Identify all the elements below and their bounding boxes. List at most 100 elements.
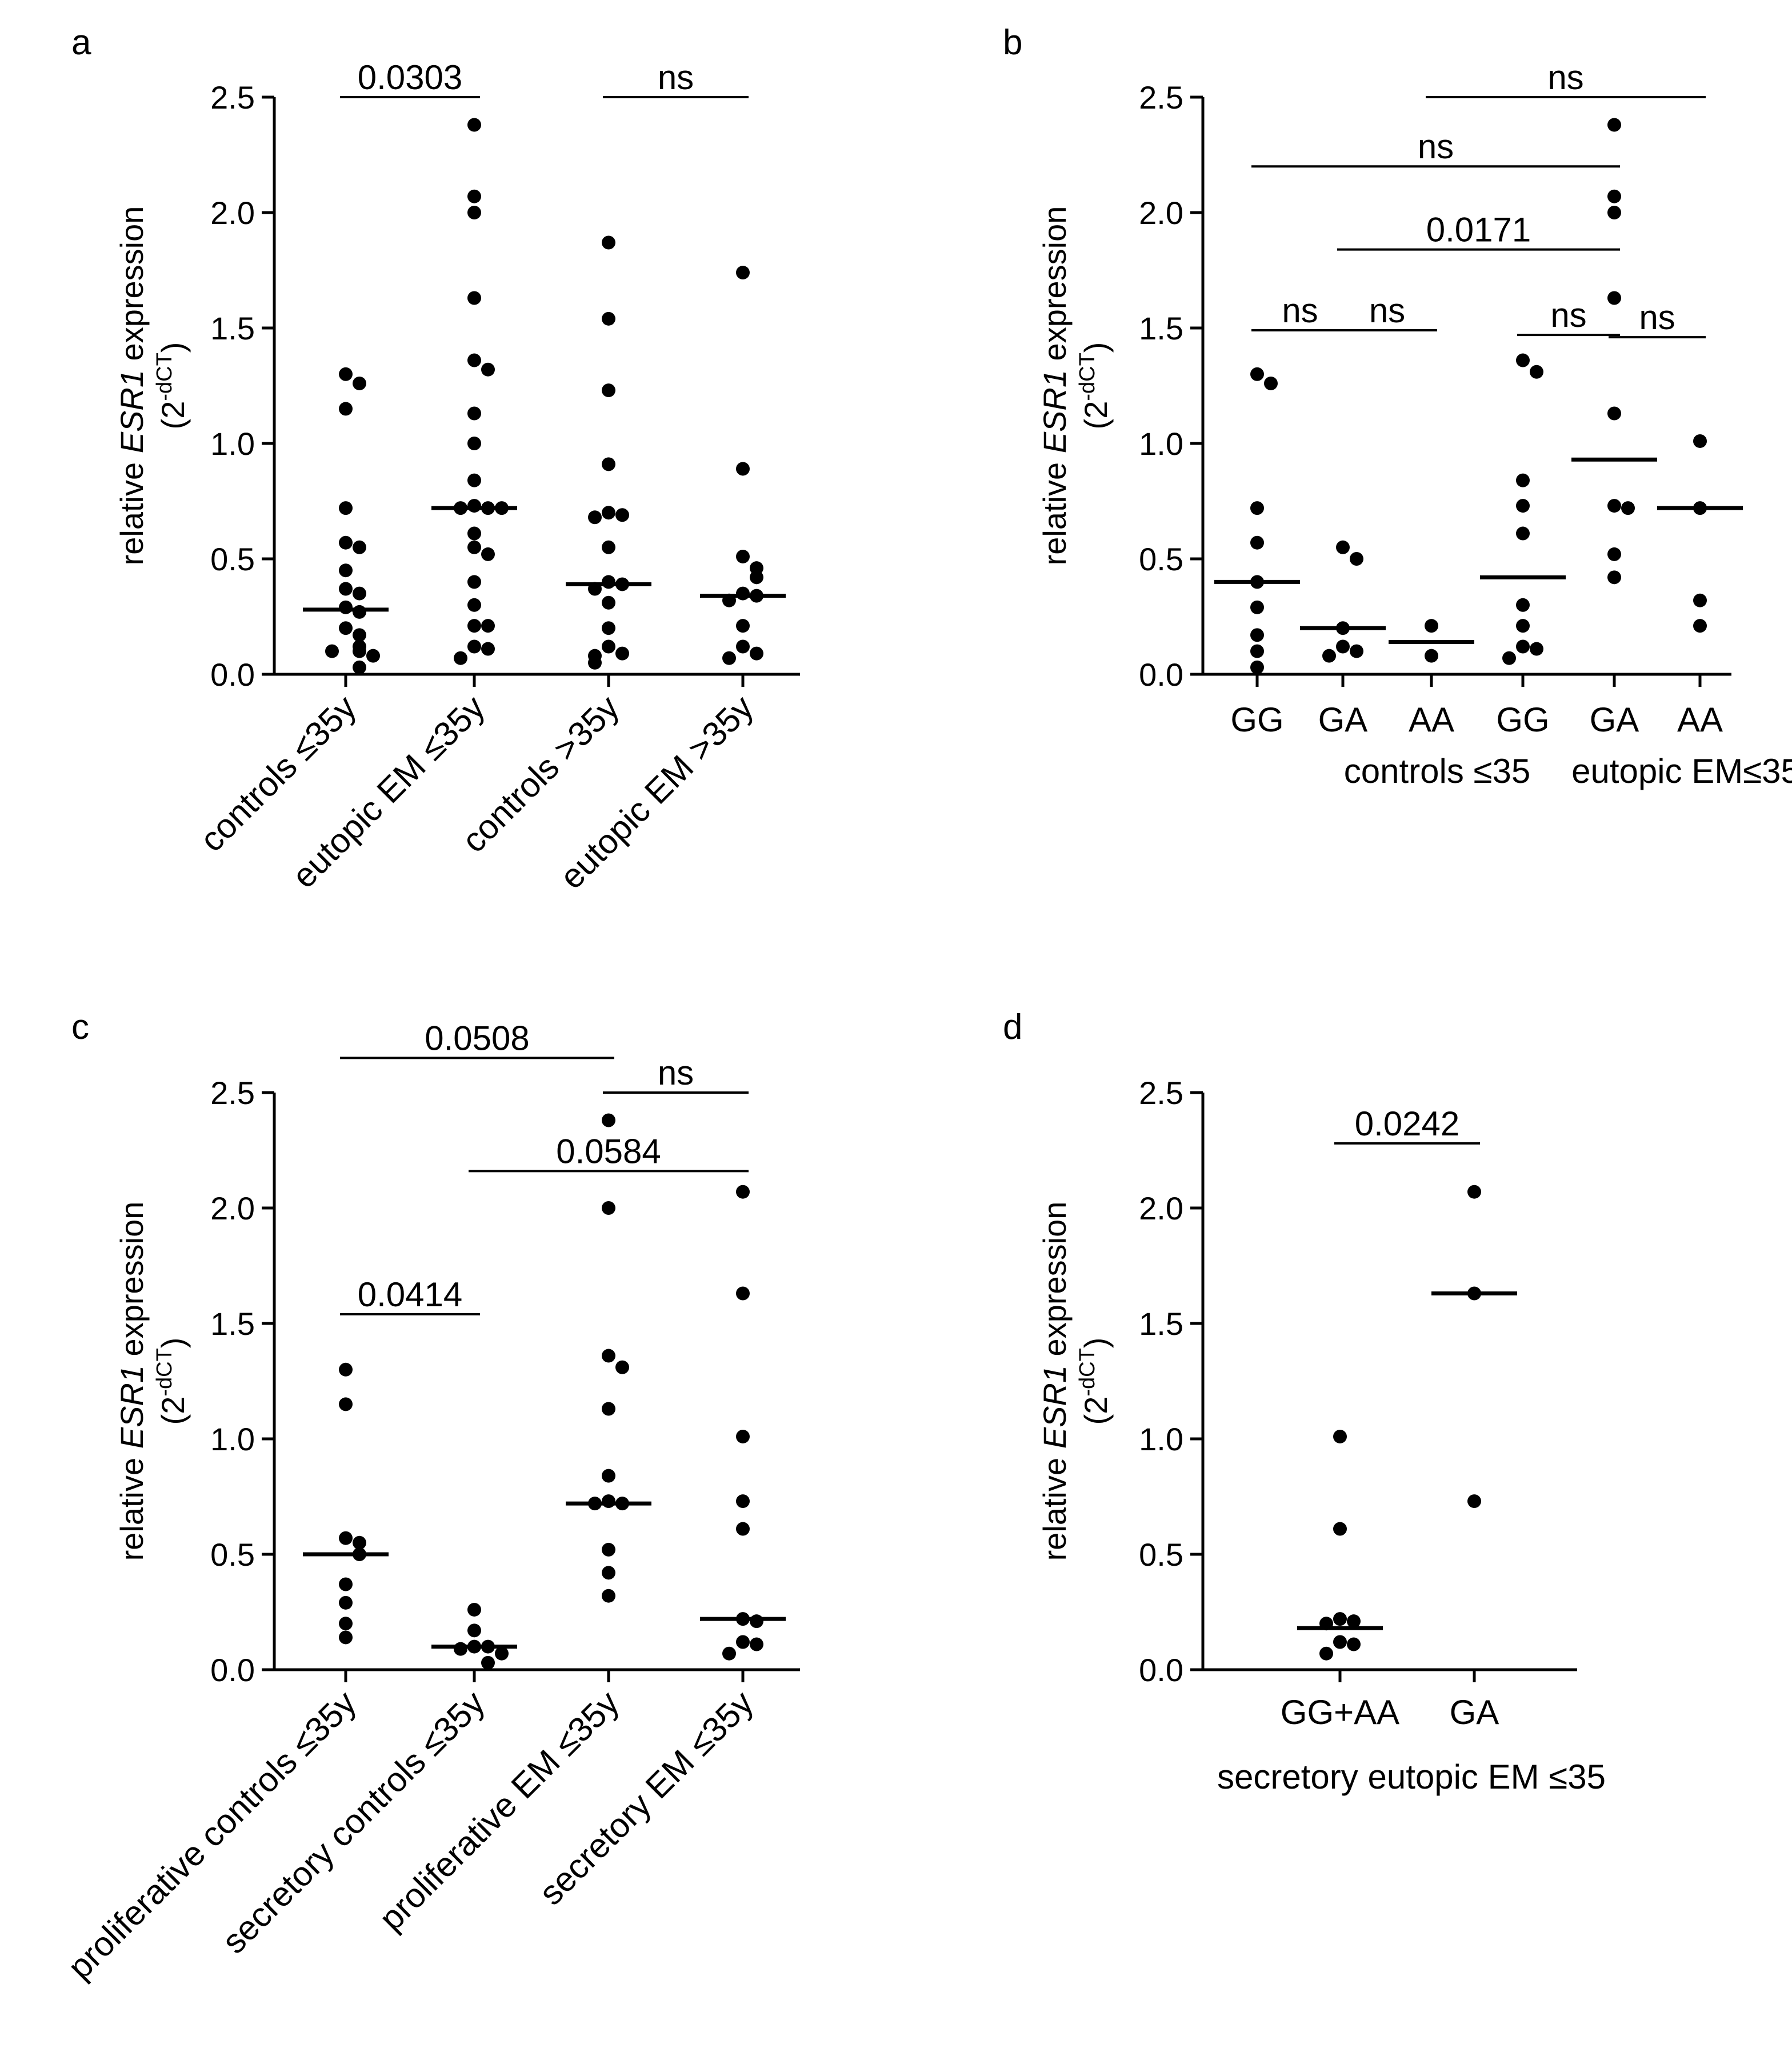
data-point [339, 1617, 353, 1631]
y-axis-unit-exponent: -dCT [1075, 1348, 1099, 1396]
data-point [339, 600, 353, 614]
data-point [1333, 1429, 1347, 1443]
data-point [602, 1566, 615, 1580]
series-5 [1657, 434, 1743, 633]
panel-letter: a [71, 23, 91, 62]
data-point [1516, 619, 1530, 633]
comparison-label: 0.0584 [556, 1132, 661, 1170]
data-point [1333, 1612, 1347, 1626]
comparison-label: 0.0171 [1426, 211, 1531, 249]
data-point [1333, 1522, 1347, 1536]
data-point [722, 651, 736, 665]
data-point [1530, 365, 1543, 379]
data-point [602, 1402, 615, 1416]
comparison-label: ns [1547, 58, 1583, 97]
data-point [339, 621, 353, 635]
data-point [339, 1362, 353, 1377]
panel-letter: b [1003, 23, 1022, 62]
comparison-label: ns [1369, 291, 1405, 330]
x-category-label: AA [1677, 701, 1723, 739]
data-point [602, 1494, 615, 1509]
data-point [339, 1577, 353, 1591]
x-category-label: secretory controls ≤35y [215, 1683, 493, 1961]
data-point [736, 462, 750, 476]
comparison-label: ns [658, 1054, 694, 1092]
data-point [722, 1646, 736, 1661]
y-axis-unit-base: (2 [155, 401, 191, 430]
data-point [736, 1185, 750, 1199]
group-label: controls ≤35 [1344, 752, 1530, 790]
data-point [1693, 434, 1707, 448]
data-point [736, 1635, 750, 1649]
y-tick-label: 2.5 [1139, 79, 1183, 115]
data-point [353, 628, 366, 642]
data-point [481, 1655, 495, 1670]
x-category-label: GA [1590, 701, 1639, 739]
data-point [339, 1595, 353, 1610]
series-0 [303, 367, 389, 674]
data-point [1250, 600, 1264, 614]
data-point [339, 535, 353, 550]
data-point [602, 595, 615, 610]
x-category-label: GG [1496, 701, 1549, 739]
data-point [602, 540, 615, 554]
y-axis-unit-close: ) [155, 1338, 191, 1349]
series-2 [1389, 619, 1474, 663]
data-point [467, 189, 481, 203]
y-axis-label-suffix: expression [114, 1202, 150, 1365]
series-1 [431, 118, 517, 665]
series-1 [431, 1602, 517, 1670]
series-3 [1480, 353, 1566, 665]
y-tick-label: 2.0 [210, 1190, 255, 1226]
data-point [1347, 1614, 1361, 1629]
data-point [602, 1589, 615, 1603]
y-axis-label-gene: ESR1 [114, 370, 150, 453]
data-point [467, 598, 481, 612]
data-point [588, 510, 602, 525]
series-3 [700, 1185, 786, 1661]
data-point [1607, 206, 1621, 219]
series-1 [1431, 1185, 1517, 1509]
data-point [1336, 639, 1350, 654]
data-point [1425, 619, 1438, 633]
x-category-label: GG+AA [1281, 1693, 1399, 1731]
series-0 [303, 1362, 389, 1645]
y-axis-label-suffix: expression [1037, 1202, 1073, 1365]
data-point [467, 1623, 481, 1638]
data-point [1530, 642, 1543, 656]
data-point [1607, 547, 1621, 561]
data-point [467, 499, 481, 513]
y-tick-label: 1.5 [210, 1306, 255, 1342]
y-axis-label: relative ESR1 expression [1037, 206, 1073, 566]
data-point [1336, 540, 1350, 554]
data-point [1350, 644, 1363, 658]
y-tick-label: 1.0 [1139, 1421, 1183, 1457]
y-axis-label: relative ESR1 expression [1037, 1202, 1073, 1561]
data-point [467, 540, 481, 554]
data-point [353, 605, 366, 619]
data-point [615, 1360, 629, 1374]
data-point [750, 1614, 763, 1629]
data-point [467, 473, 481, 487]
y-tick-label: 2.0 [210, 195, 255, 231]
y-axis-unit-exponent: -dCT [153, 1348, 177, 1396]
data-point [602, 235, 615, 250]
data-point [325, 644, 339, 658]
y-axis-label-prefix: relative [114, 453, 150, 565]
y-axis-unit-close: ) [155, 342, 191, 353]
data-point [736, 619, 750, 633]
data-point [467, 118, 481, 132]
comparison-label: 0.0242 [1355, 1105, 1460, 1143]
data-point [1693, 593, 1707, 607]
y-axis-unit-close: ) [1078, 342, 1114, 353]
series-0 [1297, 1429, 1383, 1661]
y-tick-label: 2.5 [210, 79, 255, 115]
data-point [1467, 1494, 1481, 1509]
data-point [602, 621, 615, 635]
data-point [602, 639, 615, 654]
panel-letter: c [71, 1007, 89, 1047]
data-point [353, 540, 366, 554]
data-point [602, 311, 615, 326]
data-point [1250, 660, 1264, 674]
